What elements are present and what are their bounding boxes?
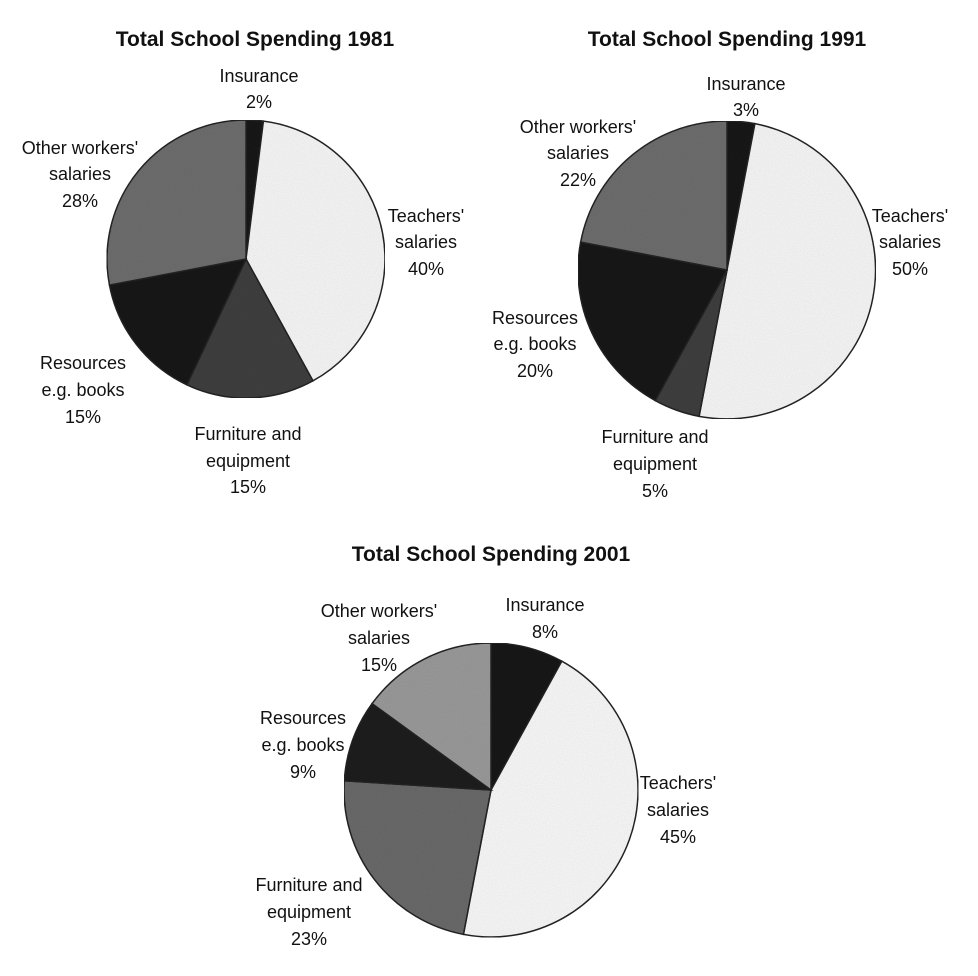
slice-label-line: salaries: [547, 143, 609, 163]
slice-label-line: Teachers': [872, 206, 948, 226]
slice-value-label: 15%: [230, 477, 266, 497]
slice-value-label: 22%: [560, 170, 596, 190]
pie-slices: [343, 642, 639, 938]
slice-label-line: Insurance: [505, 595, 584, 615]
slice-label-line: Teachers': [640, 773, 716, 793]
slice-value-label: 50%: [892, 259, 928, 279]
slice-label-line: Other workers': [22, 138, 138, 158]
slice-value-label: 15%: [65, 407, 101, 427]
slice-label-other-workers-salaries: Other workers' salaries 28%: [22, 138, 138, 211]
slice-value-label: 8%: [532, 622, 558, 642]
slice-label-line: salaries: [348, 628, 410, 648]
slice-label-line: Furniture and: [194, 424, 301, 444]
slice-label-resources-books: Resources e.g. books 15%: [40, 353, 126, 427]
pie-slice-teachers-salaries: [462, 660, 639, 938]
slice-label-teachers-salaries: Teachers' salaries 45%: [640, 773, 716, 847]
slice-label-furniture-and-equipment: Furniture and equipment 5%: [601, 427, 708, 501]
slice-label-line: salaries: [49, 164, 111, 184]
slice-label-insurance: Insurance 2%: [219, 66, 298, 112]
pie-slice-other-workers-salaries: [106, 119, 247, 286]
pie-slice-teachers-salaries: [698, 122, 877, 420]
pie-slice-resources-e-g-books: [343, 702, 494, 791]
slice-label-line: Teachers': [388, 206, 464, 226]
slice-value-label: 2%: [246, 92, 272, 112]
chart-title: Total School Spending 2001: [352, 543, 631, 566]
pie-slice-other-workers-salaries: [579, 120, 728, 271]
slice-value-label: 15%: [361, 655, 397, 675]
slice-label-line: salaries: [879, 232, 941, 252]
slice-value-label: 23%: [291, 929, 327, 949]
slice-label-other-workers-salaries: Other workers' salaries 22%: [520, 117, 636, 190]
chart-title: Total School Spending 1991: [588, 28, 867, 51]
pie-slices: [106, 119, 386, 399]
slice-label-line: Insurance: [219, 66, 298, 86]
slice-label-furniture-and-equipment: Furniture and equipment 15%: [194, 424, 301, 497]
pie-slice-furniture-and-equipment: [343, 779, 492, 936]
slice-label-teachers-salaries: Teachers' salaries 40%: [388, 206, 464, 279]
slice-label-line: Resources: [492, 308, 578, 328]
slice-value-label: 45%: [660, 827, 696, 847]
pie-chart-1981: Total School Spending 1981 Insurance 2% …: [22, 28, 464, 497]
slice-value-label: 40%: [408, 259, 444, 279]
slice-label-line: Furniture and: [255, 875, 362, 895]
slice-label-line: salaries: [647, 800, 709, 820]
slice-label-resources-books: Resources e.g. books 9%: [260, 708, 346, 782]
pie-slice-other-workers-salaries: [371, 642, 492, 792]
pie-slice-furniture-and-equipment: [185, 257, 314, 399]
pie-slice-resources-e-g-books: [108, 257, 248, 386]
slice-label-line: Furniture and: [601, 427, 708, 447]
slice-label-line: e.g. books: [493, 334, 576, 354]
slice-label-line: Insurance: [706, 74, 785, 94]
pie-slice-teachers-salaries: [245, 120, 386, 382]
pie-chart-1991: Total School Spending 1991 Insurance 3% …: [492, 28, 948, 501]
slice-label-insurance: Insurance 8%: [505, 595, 584, 642]
slice-label-line: equipment: [206, 451, 290, 471]
slice-label-furniture-and-equipment: Furniture and equipment 23%: [255, 875, 362, 949]
slice-value-label: 3%: [733, 100, 759, 120]
slice-label-line: Resources: [260, 708, 346, 728]
slice-value-label: 20%: [517, 361, 553, 381]
slice-value-label: 28%: [62, 191, 98, 211]
chart-title: Total School Spending 1981: [116, 28, 395, 51]
slice-label-line: e.g. books: [41, 380, 124, 400]
slice-label-teachers-salaries: Teachers' salaries 50%: [872, 206, 948, 279]
pie-slices: [577, 120, 877, 420]
slice-label-line: Other workers': [520, 117, 636, 137]
slice-label-resources-books: Resources e.g. books 20%: [492, 308, 578, 381]
slice-value-label: 5%: [642, 481, 668, 501]
slice-label-line: e.g. books: [261, 735, 344, 755]
slice-label-line: salaries: [395, 232, 457, 252]
pie-chart-2001: Total School Spending 2001 Insurance 8% …: [255, 543, 716, 949]
slice-label-insurance: Insurance 3%: [706, 74, 785, 120]
pie-slice-resources-e-g-books: [577, 241, 729, 402]
slice-value-label: 9%: [290, 762, 316, 782]
slice-label-line: equipment: [267, 902, 351, 922]
slice-label-other-workers-salaries: Other workers' salaries 15%: [321, 601, 437, 675]
slice-label-line: equipment: [613, 454, 697, 474]
slice-label-line: Other workers': [321, 601, 437, 621]
slice-label-line: Resources: [40, 353, 126, 373]
